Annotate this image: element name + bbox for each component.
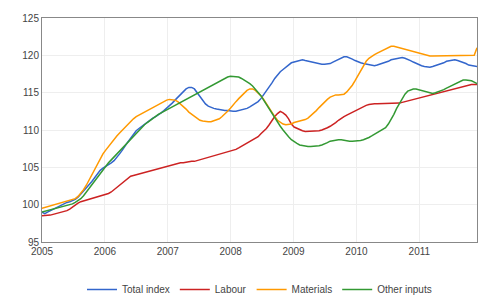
- svg-text:110: 110: [23, 125, 39, 136]
- svg-text:2007: 2007: [157, 246, 180, 257]
- svg-text:2006: 2006: [94, 246, 117, 257]
- svg-text:105: 105: [22, 162, 39, 173]
- svg-text:2010: 2010: [345, 246, 368, 257]
- svg-text:2005: 2005: [31, 246, 54, 257]
- svg-text:Materials: Materials: [292, 284, 333, 295]
- svg-text:Other inputs: Other inputs: [377, 284, 431, 295]
- svg-text:115: 115: [23, 87, 39, 98]
- svg-text:120: 120: [22, 50, 39, 61]
- svg-text:125: 125: [22, 13, 39, 24]
- svg-text:2011: 2011: [409, 246, 431, 257]
- svg-text:Labour: Labour: [215, 284, 247, 295]
- svg-text:2009: 2009: [282, 246, 305, 257]
- svg-text:100: 100: [22, 199, 39, 210]
- svg-text:95: 95: [28, 237, 40, 248]
- svg-text:Total index: Total index: [122, 284, 170, 295]
- svg-text:2008: 2008: [220, 246, 243, 257]
